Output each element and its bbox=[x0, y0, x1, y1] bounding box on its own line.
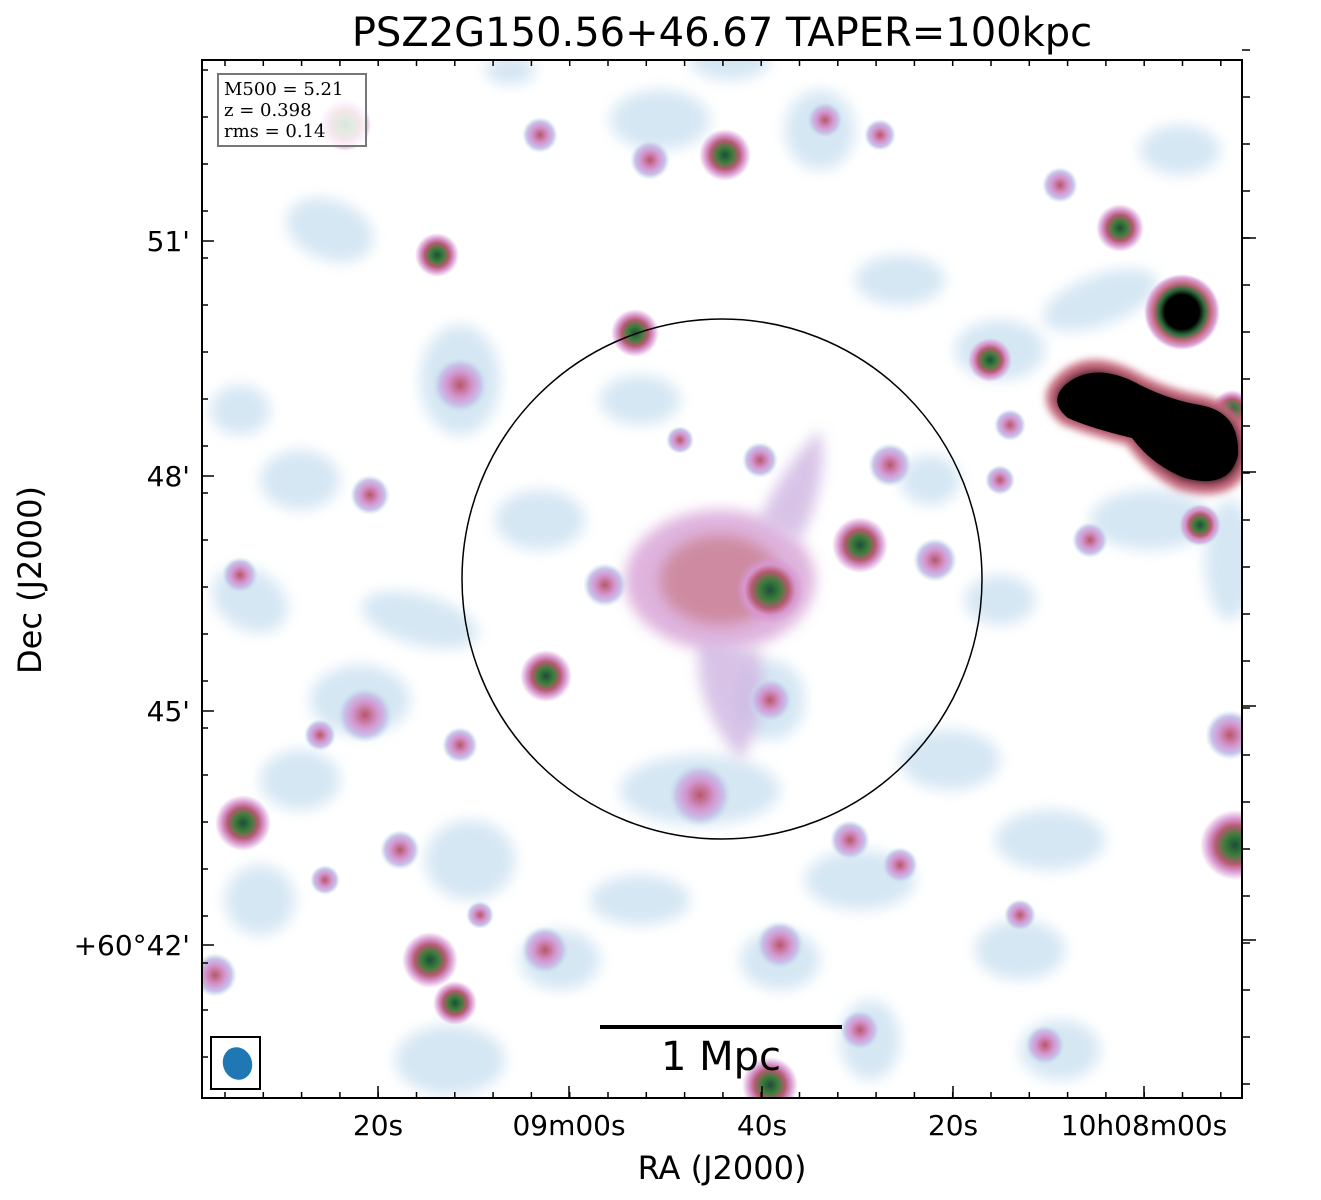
redshift-label: z = 0.398 bbox=[224, 100, 312, 121]
y-axis-label: Dec (J2000) bbox=[11, 486, 49, 674]
y-tick-label: 45' bbox=[146, 695, 190, 728]
x-tick-label: 40s bbox=[736, 1109, 788, 1142]
x-tick-label: 20s bbox=[352, 1109, 404, 1142]
beam-box bbox=[210, 1036, 261, 1090]
figure-title: PSZ2G150.56+46.67 TAPER=100kpc bbox=[351, 10, 1093, 56]
axis-ticks bbox=[202, 49, 1256, 1098]
r500-circle bbox=[461, 318, 983, 840]
rms-label: rms = 0.14 bbox=[224, 121, 326, 142]
x-tick-label: 09m00s bbox=[512, 1109, 626, 1142]
cluster-info-box: M500 = 5.21 z = 0.398 rms = 0.14 bbox=[217, 73, 367, 147]
scale-bar-label: 1 Mpc bbox=[660, 1034, 782, 1080]
beam-ellipse bbox=[218, 1043, 257, 1084]
x-axis-label: RA (J2000) bbox=[637, 1149, 807, 1187]
emission-layer bbox=[202, 60, 1242, 1098]
x-tick-label: 20s bbox=[927, 1109, 979, 1142]
x-tick-label: 10h08m00s bbox=[1060, 1109, 1228, 1142]
y-tick-label: 51' bbox=[146, 225, 190, 258]
mass-label: M500 = 5.21 bbox=[224, 79, 344, 100]
y-tick-label: 48' bbox=[146, 460, 190, 493]
plot-frame bbox=[201, 59, 1243, 1099]
y-tick-label: +60°42' bbox=[73, 929, 190, 962]
